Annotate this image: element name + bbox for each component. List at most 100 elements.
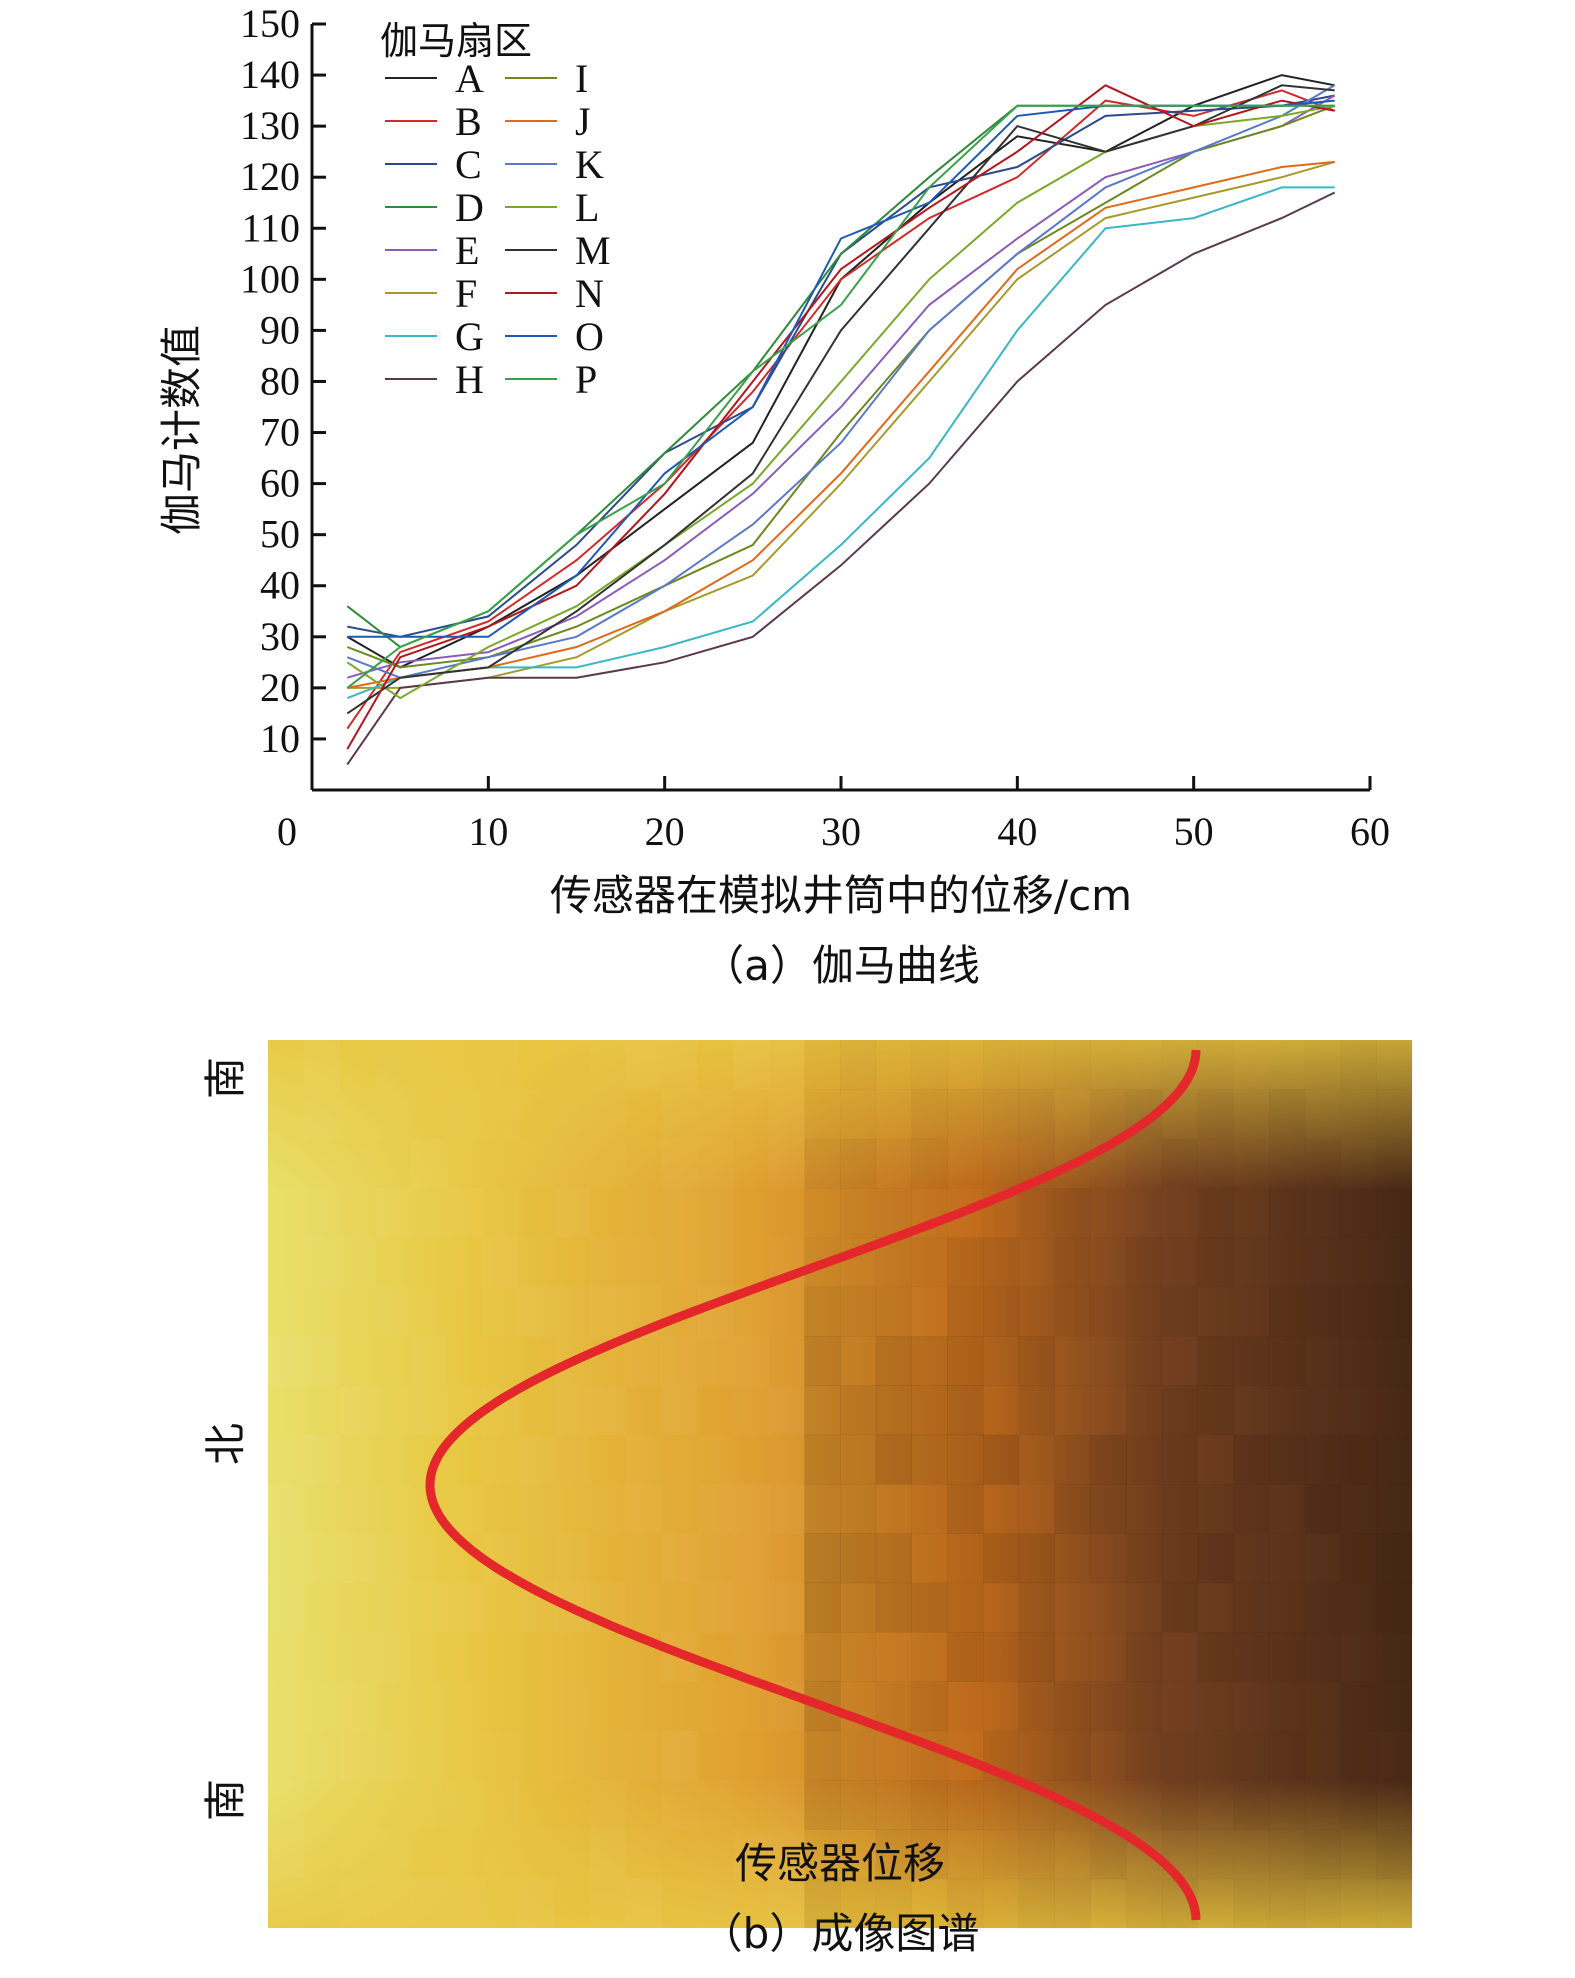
heatmap-cell [983,1385,1020,1436]
heatmap-cell [303,1237,340,1288]
heatmap-cell [411,1533,447,1583]
heatmap-cell [483,1484,519,1534]
heatmap-cell [983,1138,1020,1189]
heatmap-cell [590,1188,626,1238]
heatmap-cell [340,1139,376,1189]
heatmap-cell [268,1237,304,1287]
heatmap-cell [447,1040,483,1090]
heatmap-cell [447,1336,483,1386]
heatmap-cell [590,1139,626,1189]
heatmap-cell [1161,1188,1198,1238]
heatmap-cell [1376,1138,1413,1189]
legend-label-H: H [455,357,484,402]
series-line-H [346,191,1336,766]
heatmap-cell [447,1139,483,1189]
heatmap-cell [1161,1385,1198,1436]
heatmap-cell [411,1188,447,1238]
heatmap-cell [732,1829,769,1880]
y-tick-label: 90 [260,307,300,352]
heatmap-cell [1197,1040,1234,1090]
heatmap-cell [1090,1582,1127,1633]
heatmap-cell [1304,1878,1341,1929]
heatmap-cell [339,1533,376,1584]
heatmap-cell [733,1731,769,1781]
heatmap-cell [1233,1632,1270,1682]
heatmap-cell [1197,1484,1234,1534]
heatmap-cell [411,1138,448,1189]
heatmap-cell [1054,1533,1091,1584]
heatmap-cell [1340,1533,1377,1584]
heatmap-cell [340,1780,376,1830]
heatmap-cell [375,1040,411,1090]
heatmap-cell [554,1780,590,1830]
heatmap-cell [875,1582,912,1633]
heatmap-cell [1376,1632,1413,1682]
heatmap-cell [947,1829,984,1880]
heatmap-bottom-band [268,1780,1412,1928]
heatmap-cell [1018,1533,1055,1584]
heatmap-cell [1054,1188,1091,1238]
heatmap-cell [1161,1730,1198,1781]
heatmap-cell [1269,1040,1305,1090]
heatmap-cell [589,1829,626,1880]
heatmap-cell [661,1681,697,1731]
y-tick-label: 70 [260,410,300,455]
heatmap-cell [554,1731,590,1781]
heatmap-cell [554,1188,591,1238]
y-tick-label: 40 [260,563,300,608]
heatmap-cell [590,1484,626,1534]
heatmap-cell [1304,1533,1341,1584]
heatmap-cell [518,1484,554,1534]
heatmap-cell [1054,1237,1091,1288]
heatmap-cell [1054,1336,1091,1386]
heatmap-cell [983,1040,1020,1090]
heatmap-cell [483,1089,519,1139]
heatmap-cell [804,1582,841,1633]
heatmap-cell [768,1829,805,1880]
heatmap-cell [1304,1237,1341,1288]
heatmap-cell [875,1878,912,1929]
heatmap-cell [1018,1632,1055,1682]
heatmap-cell [1376,1484,1413,1534]
heatmap-cell [911,1632,948,1682]
y-tick-label: 140 [240,52,300,97]
heatmap-cell [1197,1582,1234,1633]
heatmap-cell [483,1780,519,1830]
heatmap-cell [804,1040,841,1090]
heatmap-cell [446,1089,483,1140]
heatmap-cell [1126,1237,1163,1288]
heatmap-cell [1126,1385,1163,1436]
heatmap-cell [840,1582,877,1633]
heatmap-cell [304,1089,340,1139]
heatmap-cell [1269,1385,1306,1436]
heatmap-cell [875,1484,912,1534]
y-tick-label: 100 [240,256,300,301]
heatmap-cell [733,1237,769,1287]
heatmap-cell [661,1484,697,1534]
heatmap-cell [304,1780,340,1830]
y-tick-label: 130 [240,103,300,148]
legend-label-D: D [455,185,484,230]
heatmap-cell [1018,1829,1055,1880]
heatmap-cell [661,1336,698,1386]
heatmap-cell [697,1237,733,1287]
heatmap-cell [483,1336,519,1386]
heatmap-cell [1269,1878,1306,1929]
heatmap-cell [340,1040,376,1090]
heatmap-cell [733,1583,769,1633]
heatmap-cell [447,1237,483,1287]
heatmap-cell [697,1780,733,1830]
heatmap-cell [1304,1188,1341,1238]
heatmap-cell [661,1533,698,1584]
heatmap-cell [268,1681,304,1731]
heatmap-cell [1340,1188,1377,1238]
heatmap-cell [1376,1780,1413,1830]
heatmap-cell [1269,1237,1306,1288]
legend-label-F: F [455,271,477,316]
heatmap-cell [554,1040,590,1090]
heatmap-cell [589,1286,626,1337]
heatmap-cell [1018,1484,1055,1534]
heatmap-cell [983,1434,1020,1485]
row-label-north: 北 [201,1423,250,1465]
heatmap-cell [840,1780,877,1830]
